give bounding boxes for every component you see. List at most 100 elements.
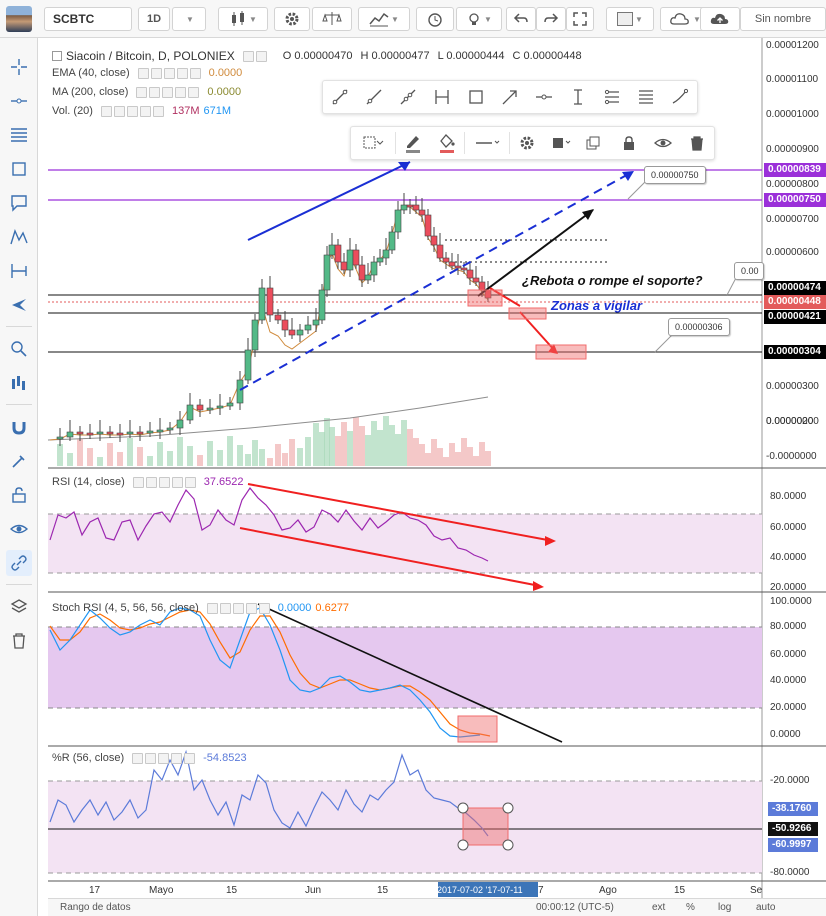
candle-body (76, 431, 84, 435)
sync-drawings-tool[interactable] (6, 550, 32, 576)
annotation-zones[interactable]: Zonas a vigilar (551, 298, 643, 313)
legend-controls[interactable] (100, 105, 166, 117)
undo-button[interactable] (506, 7, 536, 31)
resize-handle[interactable] (457, 802, 469, 814)
stay-drawing-tool[interactable] (6, 448, 32, 474)
rsi-trend-lower[interactable] (239, 527, 541, 587)
visual-order-button[interactable] (544, 126, 578, 160)
avatar[interactable] (6, 6, 32, 32)
price-callout[interactable]: 0.00000750 (644, 166, 706, 184)
color-picker-button[interactable]: ▼ (606, 7, 654, 31)
line-style-button[interactable] (465, 126, 509, 160)
indicators-button[interactable]: ▼ (358, 7, 410, 31)
extended-line-tool[interactable] (391, 80, 425, 114)
annotation-question[interactable]: ¿Rebota o rompe el soporte? (522, 273, 703, 288)
wr-legend[interactable]: %R (56, close) -54.8523 (52, 752, 247, 764)
bars-pattern-tool[interactable] (6, 370, 32, 396)
remove-drawings-tool[interactable] (6, 628, 32, 654)
stoch-zone[interactable] (457, 715, 498, 743)
settings-button[interactable] (274, 7, 310, 31)
line-tool[interactable] (6, 88, 32, 114)
rsi-legend[interactable]: RSI (14, close) 37.6522 (52, 476, 244, 488)
percent-toggle[interactable]: % (686, 902, 695, 913)
ideas-button[interactable]: ▼ (456, 7, 502, 31)
interval-dropdown[interactable]: ▼ (172, 7, 206, 31)
compare-button[interactable] (312, 7, 352, 31)
ray-tool[interactable] (357, 80, 391, 114)
object-tree-tool[interactable] (6, 594, 32, 620)
arrow-up-black[interactable] (477, 209, 594, 297)
arrow-tool[interactable] (493, 80, 527, 114)
stoch-legend[interactable]: Stoch RSI (4, 5, 56, 56, close) 0.0000 0… (52, 602, 350, 614)
fullscreen-button[interactable] (566, 7, 594, 31)
candle-body (430, 235, 438, 246)
legend-controls[interactable] (242, 50, 269, 62)
legend-controls[interactable] (132, 476, 198, 488)
zoom-tool[interactable] (6, 336, 32, 362)
prediction-tool[interactable] (6, 258, 32, 284)
arrow-red-1[interactable] (489, 287, 521, 307)
volume-legend[interactable]: Vol. (20) 137M 671M (52, 105, 232, 117)
resize-handle[interactable] (502, 802, 514, 814)
pitchfork-tool[interactable] (595, 80, 629, 114)
icon-tool[interactable] (6, 292, 32, 318)
legend-controls[interactable] (136, 86, 201, 98)
shape-tool[interactable] (6, 156, 32, 182)
rectangle-draw-tool[interactable] (459, 80, 493, 114)
elliott-tool[interactable] (663, 80, 697, 114)
text-draw-tool[interactable] (561, 80, 595, 114)
hide-drawing-button[interactable] (646, 126, 680, 160)
zone-1[interactable] (467, 289, 503, 307)
crosshair-tool[interactable] (6, 54, 32, 80)
zone-3[interactable] (535, 344, 587, 360)
resize-handle[interactable] (457, 839, 469, 851)
lock-drawings-tool[interactable] (6, 482, 32, 508)
log-toggle[interactable]: log (718, 902, 732, 913)
legend-controls[interactable] (206, 602, 272, 614)
rsi-trend-upper[interactable] (247, 483, 554, 542)
trend-line-blue[interactable] (247, 161, 411, 241)
stoch-trend-line[interactable] (257, 603, 563, 743)
fib-tool[interactable] (6, 122, 32, 148)
ext-toggle[interactable]: ext (652, 902, 666, 913)
drawing-settings-button[interactable] (510, 126, 544, 160)
resize-handle[interactable] (502, 839, 514, 851)
text-tool[interactable] (6, 190, 32, 216)
candle-body (244, 349, 252, 381)
price-callout-cut[interactable]: 0.00 (734, 262, 764, 280)
fib-retracement-tool[interactable] (629, 80, 663, 114)
trend-line-tool[interactable] (323, 80, 357, 114)
horizontal-ray-tool[interactable] (527, 80, 561, 114)
chart-style-button[interactable]: ▼ (218, 7, 268, 31)
price-callout[interactable]: 0.00000306 (668, 318, 730, 336)
wr-zone[interactable] (462, 807, 509, 846)
layout-name-button[interactable]: Sin nombre (740, 7, 826, 31)
symbol-input[interactable] (44, 7, 132, 31)
ema-legend[interactable]: EMA (40, close) 0.0000 (52, 67, 243, 79)
hide-drawings-tool[interactable] (6, 516, 32, 542)
line-color-button[interactable] (396, 126, 430, 160)
clone-button[interactable] (578, 126, 612, 160)
drawing-template-button[interactable] (351, 126, 395, 160)
date-range-tool[interactable] (425, 80, 459, 114)
alert-button[interactable] (416, 7, 454, 31)
layers-icon (10, 599, 28, 613)
main-legend[interactable]: Siacoin / Bitcoin, D, POLONIEX O 0.00000… (52, 49, 590, 63)
fill-color-button[interactable] (430, 126, 464, 160)
lock-drawing-button[interactable] (612, 126, 646, 160)
pattern-tool[interactable] (6, 224, 32, 250)
volume-bar (413, 438, 419, 466)
legend-controls[interactable] (132, 752, 197, 764)
zone-2[interactable] (508, 307, 547, 320)
legend-controls[interactable] (137, 67, 203, 79)
auto-toggle[interactable]: auto (756, 902, 776, 913)
ma-legend[interactable]: MA (200, close) 0.0000 (52, 86, 242, 98)
collapse-icon[interactable] (52, 51, 62, 61)
cloud-save-button[interactable] (700, 7, 740, 31)
interval-button[interactable]: 1D (138, 7, 170, 31)
magnet-tool[interactable] (6, 414, 32, 440)
trash-icon (691, 136, 703, 151)
date-range-button[interactable]: Rango de datos (60, 902, 131, 913)
delete-drawing-button[interactable] (680, 126, 714, 160)
redo-button[interactable] (536, 7, 566, 31)
